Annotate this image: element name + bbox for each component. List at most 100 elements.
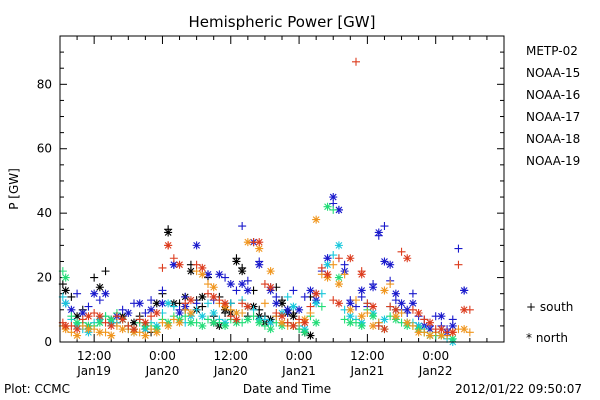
marker-legend-item: * north: [526, 331, 568, 345]
north-point: [300, 318, 309, 327]
x-tick-label-date: Jan21: [349, 364, 384, 378]
north-point: [437, 331, 446, 340]
north-point: [186, 309, 195, 318]
south-point: [101, 328, 110, 337]
north-point: [152, 328, 161, 337]
north-point: [289, 321, 298, 330]
south-point: [67, 321, 76, 330]
south-point: [215, 296, 224, 305]
x-axis-label: Date and Time: [243, 382, 331, 396]
south-point: [408, 321, 417, 330]
north-point: [266, 267, 275, 276]
south-point: [334, 254, 343, 263]
south-point: [260, 321, 269, 330]
south-point: [169, 302, 178, 311]
marker-legend-item: + south: [526, 300, 573, 314]
north-point: [232, 315, 241, 324]
y-axis-label: P [GW]: [7, 168, 21, 210]
south-point: [101, 318, 110, 327]
north-point: [73, 318, 82, 327]
north-point: [346, 254, 355, 263]
north-point: [334, 273, 343, 282]
north-point: [278, 318, 286, 327]
north-point: [232, 309, 241, 318]
north-point: [460, 305, 469, 314]
x-tick-label-time: 12:00: [77, 349, 112, 363]
north-point: [107, 321, 116, 330]
north-point: [255, 318, 264, 327]
south-point: [340, 260, 349, 269]
north-point: [152, 299, 161, 308]
south-point: [357, 267, 366, 276]
north-point: [147, 305, 156, 314]
north-point: [61, 286, 70, 295]
north-point: [437, 312, 446, 321]
north-point: [329, 193, 338, 202]
south-point: [130, 299, 138, 308]
south-point: [169, 315, 178, 324]
south-point: [90, 273, 99, 282]
south-point: [454, 325, 463, 334]
north-point: [448, 328, 457, 337]
south-point: [215, 318, 224, 327]
y-tick-label: 80: [37, 77, 52, 91]
north-point: [209, 292, 218, 301]
legend-item: NOAA-15: [526, 66, 580, 80]
south-point: [164, 225, 173, 234]
south-point: [386, 302, 395, 311]
north-point: [306, 286, 315, 295]
north-point: [221, 299, 230, 308]
north-point: [84, 312, 93, 321]
south-point: [357, 292, 366, 301]
south-point: [164, 241, 173, 250]
north-point: [198, 292, 207, 301]
x-tick-label-date: Jan20: [145, 364, 180, 378]
south-point: [454, 244, 463, 253]
south-point: [363, 309, 372, 318]
south-point: [238, 309, 247, 318]
south-point: [238, 299, 247, 308]
south-point: [283, 292, 292, 301]
north-point: [306, 331, 315, 340]
north-point: [101, 289, 110, 298]
north-point: [186, 267, 195, 276]
north-point: [186, 296, 195, 305]
x-tick-label-time: 12:00: [213, 349, 248, 363]
south-point: [249, 312, 258, 321]
north-point: [243, 286, 252, 295]
south-point: [397, 247, 406, 256]
south-point: [243, 276, 252, 285]
north-point: [198, 263, 207, 272]
south-point: [454, 260, 463, 269]
x-tick-label-date: Jan19: [76, 364, 111, 378]
south-point: [135, 328, 144, 337]
north-point: [198, 312, 207, 321]
north-point: [135, 299, 144, 308]
south-point: [238, 222, 247, 231]
south-point: [420, 315, 429, 324]
north-point: [300, 328, 309, 337]
south-point: [112, 312, 121, 321]
north-point: [448, 334, 457, 343]
x-tick-label-date: Jan20: [213, 364, 248, 378]
north-point: [380, 325, 389, 334]
north-point: [386, 260, 395, 269]
north-point: [255, 244, 264, 253]
south-point: [204, 289, 212, 298]
south-point: [272, 309, 281, 318]
north-point: [403, 254, 412, 263]
south-point: [204, 280, 212, 289]
north-point: [278, 312, 286, 321]
south-point: [374, 321, 383, 330]
north-point: [198, 321, 207, 330]
north-point: [73, 331, 82, 340]
south-point: [272, 292, 281, 301]
north-point: [426, 318, 434, 327]
north-point: [397, 299, 406, 308]
north-point: [84, 325, 93, 334]
north-point: [164, 321, 173, 330]
south-point: [448, 315, 457, 324]
north-point: [334, 241, 343, 250]
south-point: [147, 296, 156, 305]
north-point: [118, 325, 127, 334]
